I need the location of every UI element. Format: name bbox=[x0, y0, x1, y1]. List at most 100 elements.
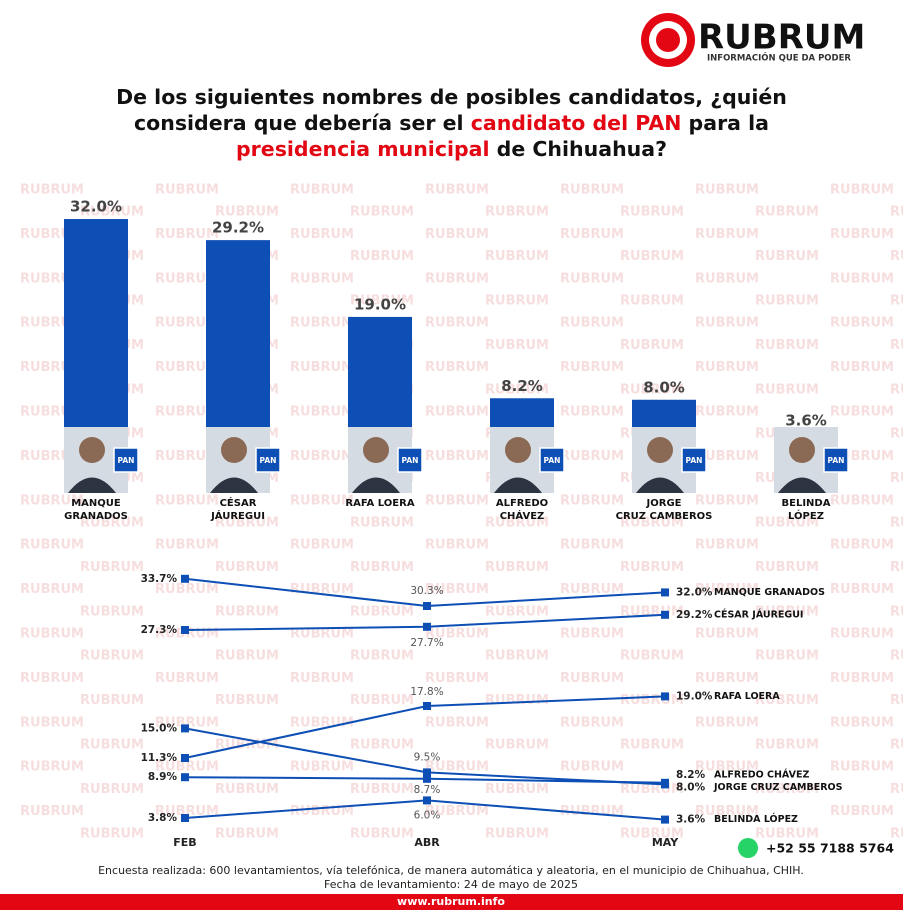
watermark: RUBRUM bbox=[560, 316, 624, 331]
photo-body bbox=[210, 477, 258, 493]
watermark: RUBRUM bbox=[695, 405, 759, 420]
watermark: RUBRUM bbox=[485, 249, 549, 264]
footer-note: Encuesta realizada: 600 levantamientos, … bbox=[98, 864, 804, 877]
marker bbox=[181, 814, 189, 822]
watermark: RUBRUM bbox=[80, 560, 144, 575]
watermark: RUBRUM bbox=[830, 271, 894, 286]
watermark: RUBRUM bbox=[755, 560, 819, 575]
watermark: RUBRUM bbox=[20, 627, 84, 642]
watermark: RUBRUM bbox=[560, 405, 624, 420]
value-label: 11.3% bbox=[141, 752, 178, 764]
photo-head bbox=[789, 437, 815, 463]
value-label: 19.0% bbox=[354, 295, 406, 313]
watermark: RUBRUM bbox=[560, 760, 624, 775]
value-label: 8.0% bbox=[643, 378, 685, 396]
watermark: RUBRUM bbox=[560, 715, 624, 730]
title-part: presidencia municipal bbox=[236, 137, 490, 161]
watermark: RUBRUM bbox=[155, 316, 219, 331]
watermark: RUBRUM bbox=[560, 360, 624, 375]
watermark: RUBRUM bbox=[695, 360, 759, 375]
photo-head bbox=[363, 437, 389, 463]
watermark: RUBRUM bbox=[155, 804, 219, 819]
watermark: RUBRUM bbox=[290, 316, 354, 331]
watermark: RUBRUM bbox=[290, 227, 354, 242]
value-label: 15.0% bbox=[141, 722, 178, 734]
value-label: 3.6% bbox=[785, 411, 827, 429]
watermark: RUBRUM bbox=[20, 760, 84, 775]
series-name: ALFREDO CHÁVEZ bbox=[714, 768, 809, 780]
watermark: RUBRUM bbox=[350, 249, 414, 264]
watermark: RUBRUM bbox=[425, 449, 489, 464]
watermark: RUBRUM bbox=[620, 294, 684, 309]
watermark: RUBRUM bbox=[830, 582, 894, 597]
watermark: RUBRUM bbox=[425, 271, 489, 286]
marker bbox=[423, 602, 431, 610]
marker bbox=[423, 774, 431, 783]
watermark: RUBRUM bbox=[350, 826, 414, 841]
watermark: RUBRUM bbox=[755, 782, 819, 797]
series-name: JORGE CRUZ CAMBEROS bbox=[713, 782, 843, 793]
watermark: RUBRUM bbox=[890, 693, 903, 708]
watermark: RUBRUM bbox=[890, 471, 903, 486]
watermark: RUBRUM bbox=[425, 183, 489, 198]
url[interactable]: www.rubrum.info bbox=[397, 895, 505, 908]
marker bbox=[661, 780, 669, 789]
value-label: 30.3% bbox=[410, 585, 443, 597]
watermark: RUBRUM bbox=[890, 560, 903, 575]
watermark: RUBRUM bbox=[695, 804, 759, 819]
pan-badge-text: PAN bbox=[402, 456, 419, 465]
watermark: RUBRUM bbox=[695, 538, 759, 553]
watermark: RUBRUM bbox=[830, 538, 894, 553]
watermark: RUBRUM bbox=[350, 294, 414, 309]
watermark: RUBRUM bbox=[620, 560, 684, 575]
watermark: RUBRUM bbox=[890, 738, 903, 753]
pan-badge-text: PAN bbox=[260, 456, 277, 465]
marker bbox=[423, 796, 431, 805]
watermark: RUBRUM bbox=[350, 649, 414, 664]
watermark: RUBRUM bbox=[620, 826, 684, 841]
bar bbox=[64, 219, 128, 460]
category-label: RAFA LOERA bbox=[345, 498, 415, 509]
pan-badge bbox=[539, 447, 565, 473]
value-label: 3.6% bbox=[676, 814, 706, 826]
watermark: RUBRUM bbox=[830, 227, 894, 242]
watermark: RUBRUM bbox=[485, 738, 549, 753]
watermark: RUBRUM bbox=[755, 205, 819, 220]
category-label: JORGE CRUZ CAMBEROS bbox=[615, 498, 713, 522]
watermark: RUBRUM bbox=[830, 183, 894, 198]
pan-badge bbox=[823, 447, 849, 473]
watermark: RUBRUM bbox=[485, 560, 549, 575]
watermark: RUBRUM bbox=[425, 360, 489, 375]
title: De los siguientes nombres de posibles ca… bbox=[80, 84, 823, 162]
watermark: RUBRUM bbox=[155, 405, 219, 420]
photo-head bbox=[221, 437, 247, 463]
watermark: RUBRUM bbox=[20, 183, 84, 198]
marker bbox=[661, 692, 669, 701]
watermark: RUBRUM bbox=[215, 205, 279, 220]
photo-body bbox=[68, 477, 116, 493]
value-label: 17.8% bbox=[410, 686, 443, 698]
watermark: RUBRUM bbox=[350, 560, 414, 575]
watermark: RUBRUM bbox=[425, 671, 489, 686]
watermark: RUBRUM bbox=[425, 538, 489, 553]
watermark: RUBRUM bbox=[830, 671, 894, 686]
watermark: RUBRUM bbox=[155, 582, 219, 597]
watermark: RUBRUM bbox=[560, 538, 624, 553]
watermark: RUBRUM bbox=[350, 782, 414, 797]
watermark: RUBRUM bbox=[20, 493, 84, 508]
footer-date: Fecha de levantamiento: 24 de mayo de 20… bbox=[324, 878, 578, 891]
x-tick-label: MAY bbox=[652, 836, 679, 849]
watermark: RUBRUM bbox=[755, 382, 819, 397]
watermark: RUBRUM bbox=[155, 671, 219, 686]
watermark: RUBRUM bbox=[830, 360, 894, 375]
watermark: RUBRUM bbox=[350, 205, 414, 220]
series-name: RAFA LOERA bbox=[714, 691, 780, 702]
pan-badge-text: PAN bbox=[118, 456, 135, 465]
watermark: RUBRUM bbox=[20, 804, 84, 819]
watermark: RUBRUM bbox=[755, 516, 819, 531]
watermark: RUBRUM bbox=[695, 316, 759, 331]
watermark: RUBRUM bbox=[890, 338, 903, 353]
value-label: 9.5% bbox=[414, 751, 441, 763]
